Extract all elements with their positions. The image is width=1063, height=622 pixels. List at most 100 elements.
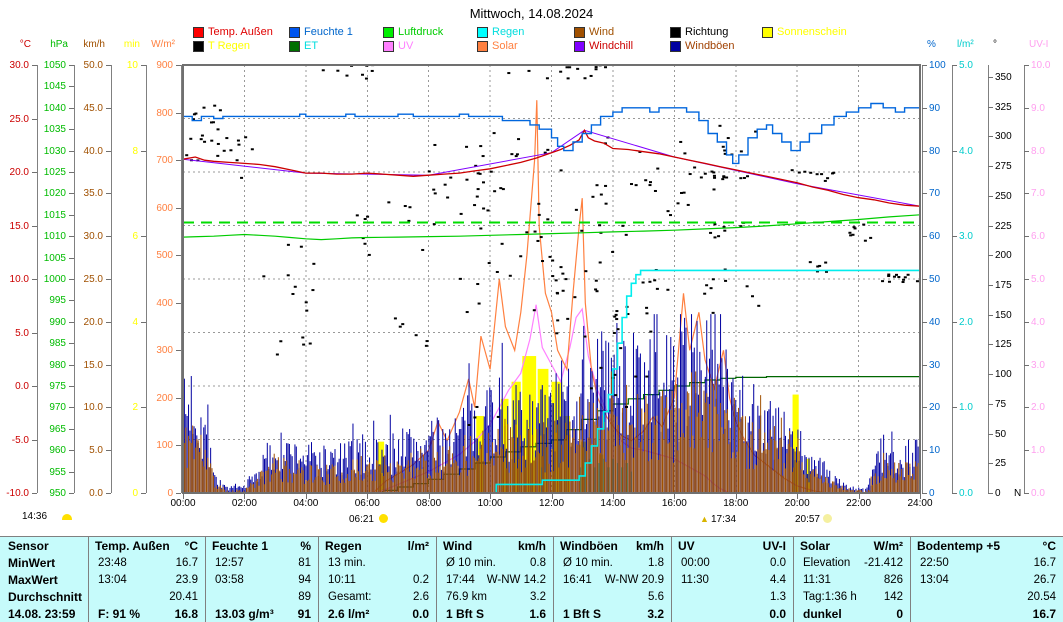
event-time-label: 17:34 bbox=[711, 514, 737, 525]
table-cell-text: 22:50 bbox=[920, 557, 949, 569]
solar-swatch bbox=[477, 41, 488, 52]
axis-tick-label: 20.0 bbox=[83, 316, 103, 328]
axis-tick-label: 30.0 bbox=[9, 60, 29, 71]
legend-item-windboeen: Windböen bbox=[670, 41, 735, 52]
table-row-label: MaxWert bbox=[8, 573, 58, 587]
richtung-swatch bbox=[670, 27, 681, 38]
day-length-label: 14:36 bbox=[22, 511, 48, 522]
table-cell-text: 00:00 bbox=[681, 557, 710, 569]
axis-tick-label: 50 bbox=[929, 274, 941, 285]
table-cell-text: 2.6 l/m² bbox=[328, 607, 370, 621]
axis-tick-label: 10 bbox=[126, 60, 138, 71]
axis-tick bbox=[176, 160, 181, 162]
axis-tick-label: 0 bbox=[929, 488, 935, 499]
axis-tick bbox=[176, 493, 181, 494]
legend-item-solar: Solar bbox=[477, 41, 518, 52]
axis-tick-label: 25.0 bbox=[83, 274, 103, 285]
axis-tick-label: 700 bbox=[156, 155, 173, 167]
series-regen-summe bbox=[183, 269, 920, 494]
axis-tick bbox=[922, 450, 927, 452]
legend-label-feuchte-1: Feuchte 1 bbox=[304, 26, 353, 38]
axis-tick-label: 3.0 bbox=[1031, 359, 1045, 371]
axis-tick bbox=[141, 321, 146, 323]
x-tick bbox=[797, 494, 799, 499]
axis-tick bbox=[69, 129, 74, 131]
table-header-unit: km/h bbox=[635, 539, 664, 553]
axis-tick bbox=[69, 386, 74, 387]
table-cell-text: 13 min. bbox=[328, 557, 366, 569]
axis-tick bbox=[106, 150, 111, 152]
et-swatch bbox=[289, 41, 300, 52]
axis-tick-label: -10.0 bbox=[6, 488, 29, 499]
axis-tick-label: 4 bbox=[132, 316, 138, 328]
axis-tick-label: 30.0 bbox=[83, 231, 103, 243]
axis-tick-label: 30 bbox=[929, 359, 941, 371]
table-cell-text: F: 91 % bbox=[98, 607, 141, 621]
chart-frame bbox=[182, 64, 921, 494]
axis-tick bbox=[69, 279, 74, 280]
axis-tick-label: 600 bbox=[156, 202, 173, 214]
axis-tick bbox=[952, 236, 957, 238]
table-column-separator bbox=[553, 537, 554, 622]
table-cell-value: 5.6 bbox=[648, 591, 664, 603]
x-tick bbox=[551, 494, 553, 499]
table-header-name: Temp. Außen bbox=[95, 539, 170, 553]
axis-tick bbox=[922, 279, 927, 280]
axis-tick-label: 0.0 bbox=[89, 488, 103, 499]
axis-tick-label: 0 bbox=[167, 488, 173, 499]
x-tick bbox=[244, 494, 246, 499]
table-cell-text: Ø 10 min. bbox=[563, 557, 613, 569]
axis-tick bbox=[69, 364, 74, 366]
axis-tick bbox=[922, 107, 927, 109]
table-cell-value: 3.2 bbox=[647, 607, 664, 621]
table-cell-text: 13.03 g/m³ bbox=[215, 607, 274, 621]
axis-tick-label: 90 bbox=[929, 102, 941, 114]
axis-tick-label: 150 bbox=[995, 309, 1012, 321]
axis-tick bbox=[952, 321, 957, 323]
axis-tick bbox=[988, 166, 993, 168]
axis-tick-label: 7.0 bbox=[1031, 188, 1045, 200]
axis-tick bbox=[106, 364, 111, 366]
windchill-swatch bbox=[574, 41, 585, 52]
x-tick bbox=[428, 494, 430, 499]
axis-tick bbox=[176, 302, 181, 304]
x-tick-label: 12:00 bbox=[538, 498, 565, 509]
table-cell-value: 1.6 bbox=[529, 607, 546, 621]
axis-tick-label: 990 bbox=[49, 316, 66, 328]
axis-tick-label: 980 bbox=[49, 359, 66, 371]
axis-tick-label: 80 bbox=[929, 145, 941, 157]
axis-tick-label: -5.0 bbox=[11, 434, 29, 446]
legend-item-richtung: Richtung bbox=[670, 27, 728, 38]
axis-line bbox=[37, 65, 38, 493]
axis-tick-label: 1010 bbox=[43, 231, 66, 243]
table-row-label: Sensor bbox=[8, 539, 49, 553]
axis-tick bbox=[1024, 364, 1029, 366]
axis-tick bbox=[141, 150, 146, 152]
legend-label-richtung: Richtung bbox=[685, 26, 729, 38]
table-header-unit: % bbox=[300, 539, 311, 553]
axis-tick bbox=[1024, 193, 1029, 195]
table-column-separator bbox=[436, 537, 437, 622]
axis-tick-label: 0.0 bbox=[959, 488, 973, 499]
series-feuchte-1 bbox=[183, 102, 921, 165]
axis-tick bbox=[141, 493, 146, 494]
axis-tick bbox=[176, 350, 181, 352]
axis-tick-label: 5.0 bbox=[15, 327, 29, 339]
axis-tick-label: 965 bbox=[49, 423, 66, 435]
table-cell-value: W-NW 14.2 bbox=[486, 574, 546, 586]
table-cell-value: 1.8 bbox=[648, 557, 664, 569]
table-cell-value: 2.6 bbox=[413, 591, 429, 603]
axis-tick bbox=[69, 493, 74, 494]
axis-tick-label: 1.0 bbox=[1031, 445, 1045, 457]
axis-tick-label: 5.0 bbox=[1031, 274, 1045, 285]
axis-tick bbox=[922, 321, 927, 323]
table-cell-value: 16.7 bbox=[1033, 557, 1056, 569]
sunset-time-label: 20:57 bbox=[794, 514, 820, 525]
axis-tick bbox=[106, 193, 111, 195]
legend-label-solar: Solar bbox=[492, 40, 518, 52]
windboeen-swatch bbox=[670, 41, 681, 52]
axis-unit-label: ° bbox=[993, 39, 997, 50]
axis-tick-label: 1045 bbox=[43, 81, 66, 93]
axis-unit-label: % bbox=[927, 39, 936, 50]
table-cell-text: Elevation bbox=[803, 557, 851, 569]
